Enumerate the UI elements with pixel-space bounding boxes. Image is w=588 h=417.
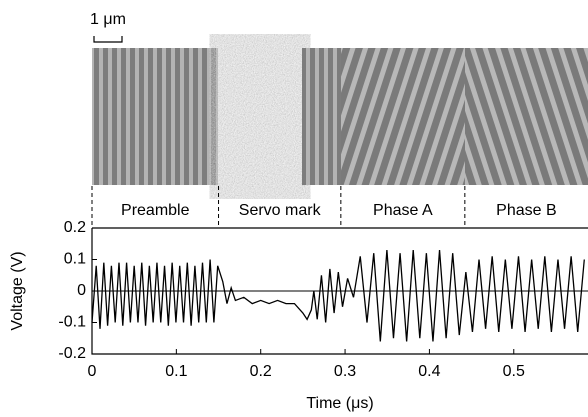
y-tick-label: -0.2: [58, 345, 86, 362]
section-label: Phase A: [373, 202, 433, 219]
y-axis-label: Voltage (V): [9, 251, 26, 330]
x-tick-label: 0.3: [334, 363, 356, 380]
y-tick-label: 0.2: [64, 219, 86, 236]
phase-b-stripes: [465, 48, 588, 185]
y-tick-label: 0: [77, 282, 86, 299]
y-tick-label: 0.1: [64, 251, 86, 268]
scale-bar: [93, 36, 123, 43]
x-tick-label: 0.4: [418, 363, 440, 380]
x-axis-label: Time (μs): [306, 395, 373, 412]
x-tick-label: 0.1: [165, 363, 187, 380]
section-label: Preamble: [121, 202, 190, 219]
section-label: Phase B: [496, 202, 556, 219]
x-tick-label: 0.2: [250, 363, 272, 380]
servo-noise: [218, 48, 302, 185]
scale-label: 1 μm: [90, 11, 126, 28]
x-tick-label: 0.5: [503, 363, 525, 380]
x-tick-label: 0: [88, 363, 97, 380]
section-label: Servo mark: [239, 202, 322, 219]
phase-a-stripes: [341, 48, 465, 185]
servo-stripes: [302, 48, 341, 185]
micrograph: [92, 48, 588, 185]
preamble-stripes: [92, 48, 218, 185]
waveform: [91, 250, 585, 342]
y-tick-label: -0.1: [58, 314, 86, 331]
